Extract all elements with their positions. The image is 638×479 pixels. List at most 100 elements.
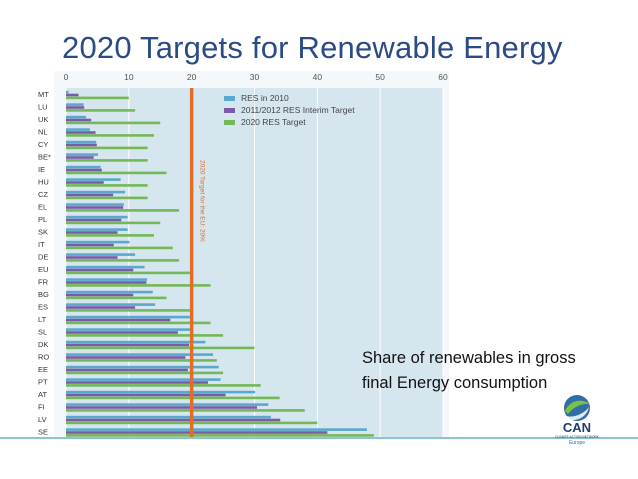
bar-res-2010: [66, 265, 145, 269]
x-tick-label: 20: [187, 72, 197, 82]
bar-res-2010: [66, 365, 219, 369]
bar-res-2010: [66, 403, 269, 406]
category-label: SK: [38, 228, 48, 237]
bar-interim: [66, 168, 102, 172]
logo-region: Europe: [569, 440, 585, 446]
bar-target-2020: [66, 184, 148, 187]
bar-interim: [66, 356, 186, 359]
bar-res-2010: [66, 153, 99, 156]
bar-interim: [66, 281, 147, 284]
bar-target-2020: [66, 134, 154, 137]
bar-interim: [66, 381, 209, 384]
caption-line-1: Share of renewables in gross: [362, 349, 576, 367]
bar-interim: [66, 193, 114, 197]
category-label: FI: [38, 403, 45, 412]
bar-interim: [66, 343, 190, 347]
bar-res-2010: [66, 390, 256, 394]
x-tick-label: 30: [250, 72, 260, 82]
category-label: BE*: [38, 153, 51, 162]
logo-name: CAN: [563, 420, 591, 435]
x-tick-label: 50: [375, 72, 385, 82]
logo-subtitle: CLIMATE ACTION NETWORK: [555, 435, 599, 439]
bar-res-2010: [66, 353, 214, 356]
bar-target-2020: [66, 321, 211, 325]
category-label: IT: [38, 240, 45, 249]
bar-target-2020: [66, 209, 180, 212]
caption-line-2: final Energy consumption: [362, 374, 548, 392]
bar-target-2020: [66, 234, 154, 237]
x-tick-label: 0: [64, 72, 69, 82]
legend-label: 2020 RES Target: [241, 117, 306, 127]
bar-interim: [66, 206, 124, 209]
bar-res-2010: [66, 228, 128, 231]
category-label: SL: [38, 328, 47, 337]
bar-interim: [66, 293, 134, 297]
bar-res-2010: [66, 203, 124, 206]
bar-target-2020: [66, 171, 167, 175]
bar-interim: [66, 118, 92, 122]
legend-swatch: [224, 96, 235, 101]
category-label: LU: [38, 103, 48, 112]
category-label: LT: [38, 315, 47, 324]
x-tick-label: 40: [313, 72, 323, 82]
bar-target-2020: [66, 96, 129, 100]
bar-target-2020: [66, 259, 180, 262]
bar-interim: [66, 156, 94, 159]
bar-res-2010: [66, 253, 136, 256]
bar-res-2010: [66, 178, 121, 181]
bar-interim: [66, 306, 136, 309]
bar-target-2020: [66, 121, 161, 125]
category-label: BG: [38, 290, 49, 299]
x-tick-label: 60: [438, 72, 448, 82]
bar-res-2010: [66, 165, 101, 169]
category-label: DK: [38, 340, 48, 349]
bar-target-2020: [66, 384, 261, 387]
bar-res-2010: [66, 115, 87, 119]
bar-res-2010: [66, 340, 206, 344]
category-label: IE: [38, 165, 45, 174]
bar-target-2020: [66, 146, 148, 150]
bar-res-2010: [66, 303, 156, 306]
bar-target-2020: [66, 284, 211, 287]
bar-res-2010: [66, 378, 221, 381]
bar-interim: [66, 318, 171, 322]
bar-res-2010: [66, 315, 190, 319]
category-label: HU: [38, 178, 49, 187]
category-label: EE: [38, 365, 48, 374]
bar-interim: [66, 106, 85, 109]
bar-interim: [66, 368, 188, 372]
bar-res-2010: [66, 278, 148, 281]
legend-swatch: [224, 120, 235, 125]
bar-target-2020: [66, 309, 192, 312]
x-tick-label: 10: [124, 72, 134, 82]
bar-res-2010: [66, 290, 153, 294]
bar-interim: [66, 231, 118, 234]
renewables-bar-chart: 2020 Target for the EU: 20% 0 10 20 30 40 50 6…: [38, 71, 449, 440]
can-europe-logo: CAN CLIMATE ACTION NETWORK Europe: [555, 395, 600, 446]
category-label: RO: [38, 353, 49, 362]
category-label: EL: [38, 203, 47, 212]
bar-target-2020: [66, 196, 148, 200]
bar-target-2020: [66, 371, 224, 375]
bar-res-2010: [66, 140, 97, 144]
bar-res-2010: [66, 215, 128, 219]
bar-interim: [66, 406, 258, 409]
slide-title: 2020 Targets for Renewable Energy: [62, 30, 563, 65]
bar-target-2020: [66, 346, 255, 350]
bar-interim: [66, 243, 114, 247]
bar-target-2020: [66, 359, 217, 362]
bar-target-2020: [66, 334, 224, 337]
legend-label: RES in 2010: [241, 93, 289, 103]
category-label: MT: [38, 90, 49, 99]
bar-target-2020: [66, 271, 192, 275]
bottom-divider: [0, 437, 638, 439]
bar-interim: [66, 218, 122, 222]
bar-res-2010: [66, 128, 90, 131]
chart-caption: Share of renewables in gross final Energ…: [362, 346, 576, 396]
bar-target-2020: [66, 434, 374, 437]
category-label: PL: [38, 215, 47, 224]
bar-target-2020: [66, 159, 148, 162]
category-label: PT: [38, 378, 48, 387]
legend-swatch: [224, 108, 235, 113]
bar-interim: [66, 331, 178, 334]
